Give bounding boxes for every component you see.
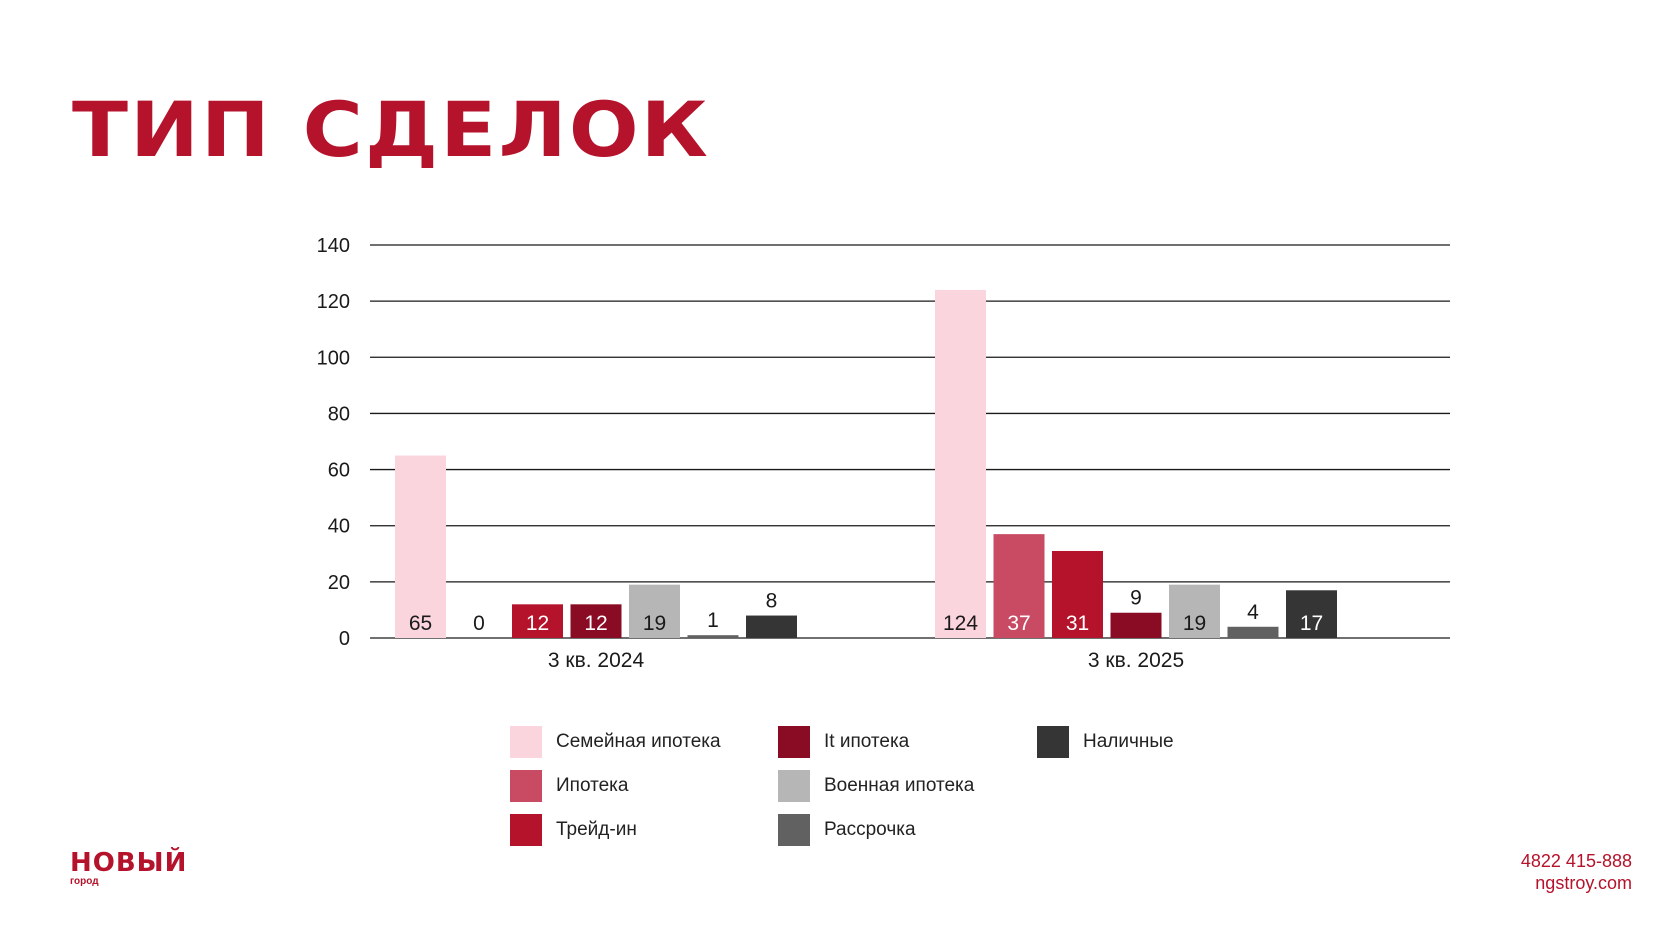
legend-item: Семейная ипотека <box>510 726 721 758</box>
y-tick-label: 0 <box>339 628 350 650</box>
legend-label: It ипотека <box>824 731 910 752</box>
data-label: 12 <box>526 612 549 635</box>
data-label: 65 <box>409 612 432 635</box>
y-tick-label: 80 <box>328 403 350 425</box>
bar <box>1169 584 1220 638</box>
y-tick-label: 40 <box>328 516 350 538</box>
legend-label: Семейная ипотека <box>556 731 721 752</box>
chart-legend: Семейная ипотека Ипотека Трейд-ин It ипотек… <box>510 726 1210 856</box>
legend-swatch <box>1037 726 1069 758</box>
bar <box>1286 590 1337 638</box>
legend-label: Военная ипотека <box>824 775 975 796</box>
data-label: 8 <box>766 590 778 613</box>
bar <box>570 604 622 638</box>
y-tick-label: 100 <box>317 347 350 369</box>
y-tick-label: 140 <box>317 235 350 257</box>
legend-label: Наличные <box>1083 731 1174 752</box>
legend-item: Ипотека <box>510 770 628 802</box>
legend-swatch <box>510 726 542 758</box>
phone-number: 4822 415-888 <box>1520 851 1632 871</box>
data-label: 124 <box>943 612 978 635</box>
legend-swatch <box>510 770 542 802</box>
legend-swatch <box>778 770 810 802</box>
legend-swatch <box>510 814 542 846</box>
data-label: 17 <box>1300 612 1323 635</box>
data-label: 1 <box>707 609 719 632</box>
legend-swatch <box>778 814 810 846</box>
bar <box>629 584 680 638</box>
contacts: 4822 415-888 ngstroy.com <box>1521 850 1632 894</box>
page-title: ТИП СДЕЛОК <box>72 85 711 174</box>
bar <box>395 455 446 638</box>
data-label: 12 <box>584 612 607 635</box>
y-tick-label: 60 <box>328 460 350 482</box>
legend-label: Рассрочка <box>824 819 916 840</box>
brand-logo: НОВЫЙ город <box>70 850 187 887</box>
legend-item: It ипотека <box>778 726 909 758</box>
website-link[interactable]: ngstroy.com <box>1535 873 1632 893</box>
bar <box>687 635 739 638</box>
data-label: 19 <box>1183 612 1206 635</box>
legend-item: Трейд-ин <box>510 814 637 846</box>
data-label: 31 <box>1066 612 1089 635</box>
data-label: 4 <box>1247 601 1259 624</box>
legend-item: Наличные <box>1037 726 1174 758</box>
bar <box>512 604 563 638</box>
x-category-label: 3 кв. 2025 <box>1088 649 1184 672</box>
legend-item: Рассрочка <box>778 814 916 846</box>
data-label: 9 <box>1130 587 1142 610</box>
y-tick-label: 120 <box>317 291 350 313</box>
brand-name: НОВЫЙ <box>70 848 188 878</box>
bar <box>1110 612 1162 638</box>
legend-item: Военная ипотека <box>778 770 974 802</box>
legend-label: Трейд-ин <box>556 819 637 840</box>
x-category-label: 3 кв. 2024 <box>548 649 645 672</box>
legend-label: Ипотека <box>556 775 629 796</box>
y-tick-label: 20 <box>328 572 350 594</box>
data-label: 37 <box>1007 612 1030 635</box>
bar <box>993 534 1045 638</box>
bar <box>1227 626 1279 638</box>
data-label: 19 <box>643 612 666 635</box>
legend-swatch <box>778 726 810 758</box>
brand-subtitle: город <box>70 876 99 887</box>
data-label: 0 <box>473 612 485 635</box>
bar <box>746 615 797 638</box>
bar <box>1052 550 1103 638</box>
bar <box>935 289 986 638</box>
